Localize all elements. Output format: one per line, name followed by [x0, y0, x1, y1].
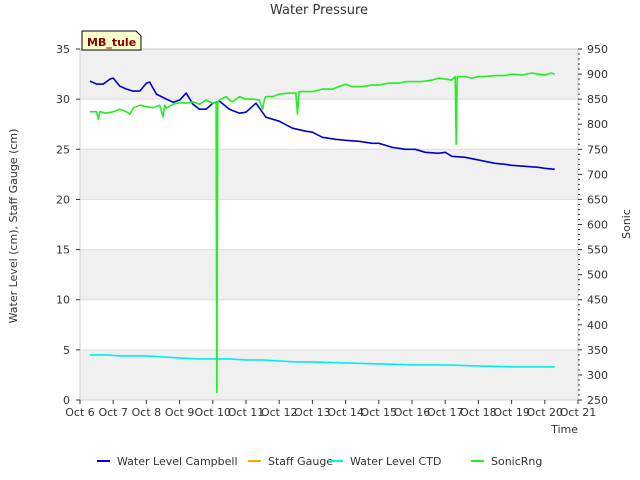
legend: Water Level Campbell Staff Gauge Water Lev…	[97, 455, 542, 468]
y-tick-label-right: 650	[587, 193, 608, 206]
y-tick-label-right: 900	[587, 68, 608, 81]
station-badge-shape	[81, 30, 142, 51]
y-tick-label-right: 950	[587, 43, 608, 56]
x-tick-label: Oct 20	[527, 406, 564, 419]
x-tick-label: Oct 8	[132, 406, 162, 419]
y-tick-label-right: 750	[587, 143, 608, 156]
y-tick-label-right: 700	[587, 168, 608, 181]
x-tick-label: Oct 11	[228, 406, 265, 419]
y-tick-label-right: 250	[587, 394, 608, 407]
chart-title: Water Pressure	[270, 3, 368, 18]
gridlines	[80, 48, 578, 401]
series-line-water-level-ctd	[90, 354, 555, 368]
y-tick-label-right: 450	[587, 294, 608, 307]
y-tick-label-right: 500	[587, 269, 608, 282]
x-tick-label: Oct 16	[394, 406, 431, 419]
x-tick-label: Oct 17	[427, 406, 464, 419]
x-tick-label: Oct 13	[294, 406, 331, 419]
y-tick-label-right: 550	[587, 244, 608, 257]
plot-band	[80, 349, 578, 400]
plot-band	[80, 49, 578, 100]
x-tick-label: Oct 18	[460, 406, 497, 419]
plot-bands	[80, 49, 578, 400]
y-tick-label-left: 10	[56, 294, 70, 307]
legend-label-water-level-ctd: Water Level CTD	[350, 455, 441, 468]
x-tick-label: Oct 7	[98, 406, 128, 419]
x-tick-label: Oct 14	[327, 406, 364, 419]
y-tick-label-left: 5	[63, 344, 70, 357]
x-tick-label: Oct 19	[493, 406, 530, 419]
x-tick-label: Oct 10	[195, 406, 232, 419]
legend-label-staff-gauge: Staff Gauge	[268, 455, 333, 468]
x-tick-label: Oct 15	[361, 406, 398, 419]
y-tick-label-right: 400	[587, 319, 608, 332]
station-badge-label: MB_tule	[87, 36, 136, 49]
y-tick-label-left: 30	[56, 93, 70, 106]
x-tick-label: Oct 9	[165, 406, 195, 419]
plot-band	[80, 149, 578, 200]
legend-label-sonicrng: SonicRng	[491, 455, 542, 468]
y-tick-label-right: 800	[587, 118, 608, 131]
series-layer	[89, 72, 556, 394]
y-tick-label-right: 300	[587, 369, 608, 382]
x-tick-label: Oct 21	[560, 406, 597, 419]
y-axis-label-right: Sonic	[620, 209, 633, 239]
series-line-sonicrng	[90, 72, 556, 394]
station-badge: MB_tule	[81, 30, 142, 51]
y-tick-label-left: 15	[56, 244, 70, 257]
y-tick-label-left: 20	[56, 193, 70, 206]
y-axis-label-left: Water Level (cm), Staff Gauge (cm)	[7, 129, 20, 324]
plot-band	[80, 249, 578, 300]
plot-frame	[79, 48, 579, 401]
series-line-water-level-campbell	[89, 77, 555, 171]
y-tick-label-left: 35	[56, 43, 70, 56]
y-tick-label-left: 0	[63, 394, 70, 407]
x-axis-label: Time	[550, 423, 578, 436]
y-tick-label-left: 25	[56, 143, 70, 156]
x-tick-label: Oct 6	[65, 406, 95, 419]
y-tick-label-right: 850	[587, 93, 608, 106]
y-tick-label-right: 600	[587, 219, 608, 232]
x-tick-label: Oct 12	[261, 406, 298, 419]
legend-label-water-level-campbell: Water Level Campbell	[117, 455, 238, 468]
y-tick-label-right: 350	[587, 344, 608, 357]
